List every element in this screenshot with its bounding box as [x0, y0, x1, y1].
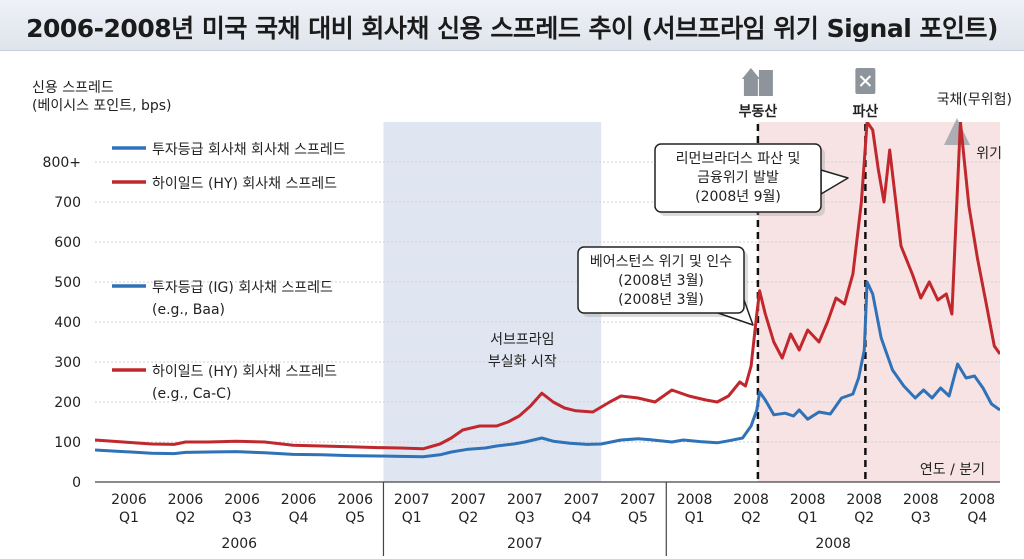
y-tick-label-5: 500	[54, 275, 81, 291]
callout-text-1-0: 리먼브라더스 파산 및	[676, 151, 801, 167]
x-tick-year-9: 2007	[620, 492, 656, 508]
x-tick-quarter-11: Q2	[741, 510, 761, 526]
corner-label-0: 국채(무위험)	[937, 92, 1012, 108]
y-tick-label-8: 800+	[43, 155, 81, 171]
callout-text-1-1: 금융위기 발발	[697, 170, 779, 186]
x-tick-quarter-9: Q5	[628, 510, 648, 526]
legend-text-2-1: (e.g., Baa)	[152, 302, 225, 318]
x-tick-quarter-5: Q1	[402, 510, 422, 526]
y-tick-label-2: 200	[54, 395, 81, 411]
series-line-1	[95, 122, 1000, 451]
y-tick-label-4: 400	[54, 315, 81, 331]
x-tick-year-6: 2007	[450, 492, 486, 508]
x-tick-quarter-10: Q1	[685, 510, 705, 526]
x-axis-title: 연도 / 분기	[920, 462, 985, 478]
legend-text-3-1: (e.g., Ca-C)	[152, 386, 231, 402]
building-icon-left	[743, 78, 758, 96]
y-tick-label-6: 600	[54, 235, 81, 251]
year-group-label-1: 2007	[507, 536, 543, 552]
x-tick-year-1: 2006	[168, 492, 204, 508]
x-tick-quarter-7: Q3	[515, 510, 535, 526]
bankruptcy-document-icon-mark	[859, 75, 872, 87]
y-tick-label-0: 0	[72, 475, 81, 491]
region-label-1: 부실화 시작	[488, 354, 557, 370]
x-tick-quarter-1: Q2	[176, 510, 196, 526]
x-tick-quarter-15: Q4	[967, 510, 987, 526]
x-tick-year-15: 2008	[960, 492, 996, 508]
x-tick-year-12: 2008	[790, 492, 826, 508]
x-tick-quarter-0: Q1	[119, 510, 139, 526]
building-icon-right	[758, 70, 773, 96]
x-tick-year-5: 2007	[394, 492, 430, 508]
x-tick-year-14: 2008	[903, 492, 939, 508]
x-tick-year-3: 2006	[281, 492, 317, 508]
year-group-label-0: 2006	[221, 536, 257, 552]
x-tick-year-7: 2007	[507, 492, 543, 508]
x-tick-quarter-2: Q3	[232, 510, 252, 526]
y-tick-label-1: 100	[54, 435, 81, 451]
x-tick-quarter-4: Q5	[345, 510, 365, 526]
series-line-0	[95, 280, 1000, 459]
x-tick-quarter-13: Q2	[854, 510, 874, 526]
legend-text-2-0: 투자등급 (IG) 회사채 스프레드	[152, 280, 333, 296]
x-tick-year-8: 2007	[564, 492, 600, 508]
x-tick-quarter-8: Q4	[571, 510, 591, 526]
corner-label-1: 위기	[976, 146, 1002, 162]
y-tick-label-7: 700	[54, 195, 81, 211]
title-bar: 2006-2008년 미국 국채 대비 회사채 신용 스프레드 추이 (서브프라…	[0, 0, 1024, 51]
y-tick-label-3: 300	[54, 355, 81, 371]
x-tick-quarter-12: Q1	[798, 510, 818, 526]
x-tick-quarter-3: Q4	[289, 510, 309, 526]
callout-text-0-0: 베어스턴스 위기 및 인수	[590, 254, 732, 270]
x-tick-year-0: 2006	[111, 492, 147, 508]
callout-box-1	[654, 143, 822, 213]
shaded-region-0	[383, 122, 602, 482]
x-tick-year-2: 2006	[224, 492, 260, 508]
callout-text-0-1: (2008년 3월)	[618, 273, 704, 289]
callout-box-0	[577, 246, 745, 314]
x-tick-year-13: 2008	[846, 492, 882, 508]
callout-text-1-2: (2008년 9월)	[695, 189, 781, 205]
x-tick-year-10: 2008	[677, 492, 713, 508]
event-label-0: 부동산	[739, 103, 778, 120]
event-label-1: 파산	[852, 103, 878, 120]
legend-text-3-0: 하이일드 (HY) 회사채 스프레드	[152, 364, 337, 380]
building-icon-roof	[741, 68, 760, 79]
legend-text-1-0: 하이일드 (HY) 회사채 스프레드	[152, 176, 337, 192]
legend-text-0-0: 투자등급 회사채 회사채 스프레드	[152, 142, 346, 158]
y-axis-title: 신용 스프레드	[32, 80, 114, 96]
x-tick-year-11: 2008	[733, 492, 769, 508]
x-tick-year-4: 2006	[337, 492, 373, 508]
x-tick-quarter-14: Q3	[911, 510, 931, 526]
page-title: 2006-2008년 미국 국채 대비 회사채 신용 스프레드 추이 (서브프라…	[26, 14, 998, 43]
x-tick-quarter-6: Q2	[458, 510, 478, 526]
y-axis-subtitle: (베이시스 포인트, bps)	[32, 98, 172, 114]
callout-text-0-2: (2008년 3월)	[618, 292, 704, 308]
year-group-label-2: 2008	[815, 536, 851, 552]
region-label-0: 서브프라임	[490, 332, 554, 348]
